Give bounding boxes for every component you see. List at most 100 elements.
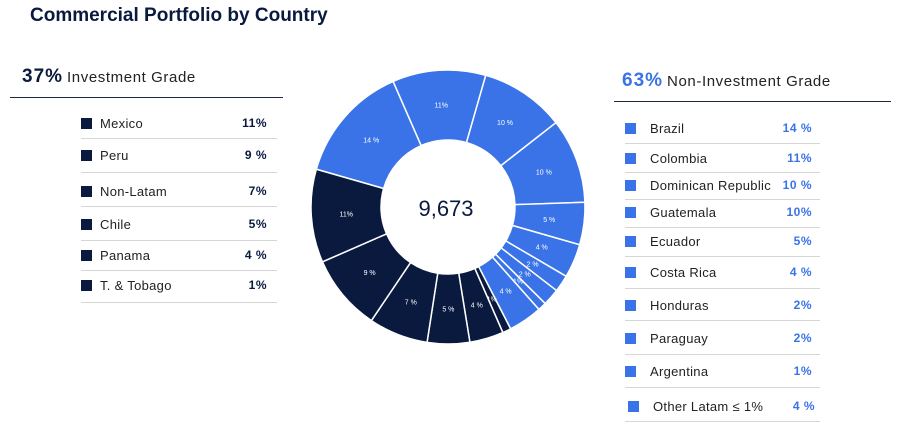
legend-item: Mexico 11%: [81, 115, 271, 133]
legend-item-name: Mexico: [100, 116, 143, 131]
legend-item-name: Honduras: [650, 298, 709, 313]
donut-slice-label: 11%: [339, 211, 353, 218]
legend-divider: [625, 143, 820, 144]
legend-item: Honduras 2%: [625, 297, 815, 315]
legend-divider: [81, 206, 277, 207]
legend-item: Other Latam ≤ 1% 4 %: [628, 398, 818, 416]
legend-item-value: 7%: [248, 184, 267, 198]
donut-slice-label: 2 %: [527, 262, 539, 269]
donut-slices: 14 %11%10 %10 %5 %4 %2 %2 %1%4 %1%4 %5 %…: [310, 69, 586, 345]
legend-item-name: T. & Tobago: [100, 278, 172, 293]
legend-divider: [81, 240, 277, 241]
donut-center-total: 9,673: [418, 196, 473, 221]
legend-item-name: Chile: [100, 217, 132, 232]
legend-swatch: [625, 236, 636, 247]
donut-slice-label: 11%: [434, 103, 448, 110]
donut-slice-label: 9 %: [364, 270, 376, 277]
legend-swatch: [625, 267, 636, 278]
legend-divider: [81, 138, 277, 139]
investment-grade-pct: 37%: [22, 66, 64, 87]
legend-divider: [625, 288, 820, 289]
legend-swatch: [625, 333, 636, 344]
investment-grade-label: Investment Grade: [67, 69, 196, 86]
legend-item-value: 2%: [793, 331, 812, 345]
legend-swatch: [625, 366, 636, 377]
legend-swatch: [628, 401, 639, 412]
non-investment-grade-pct: 63%: [622, 70, 664, 91]
legend-item-value: 10%: [786, 205, 812, 219]
legend-item-value: 10 %: [782, 178, 812, 192]
legend-item-name: Dominican Republic: [650, 178, 772, 193]
donut-slice-label: 2 %: [519, 272, 531, 279]
legend-item-name: Peru: [100, 148, 129, 163]
legend-divider: [625, 256, 820, 257]
legend-swatch: [81, 150, 92, 161]
legend-divider: [625, 421, 820, 422]
donut-slice-label: 7 %: [405, 299, 417, 306]
legend-item: Brazil 14 %: [625, 120, 815, 138]
legend-item-value: 1%: [793, 364, 812, 378]
legend-item-value: 9 %: [244, 148, 267, 162]
legend-swatch: [625, 207, 636, 218]
legend-item: Guatemala 10%: [625, 204, 815, 222]
legend-divider: [625, 387, 820, 388]
legend-item: Chile 5%: [81, 216, 271, 234]
legend-item-value: 11%: [787, 151, 812, 165]
legend-divider: [81, 270, 277, 271]
legend-swatch: [81, 186, 92, 197]
legend-swatch: [625, 153, 636, 164]
legend-item-name: Ecuador: [650, 234, 701, 249]
investment-grade-divider: [10, 97, 283, 98]
legend-item-value: 5%: [793, 234, 812, 248]
legend-item-name: Costa Rica: [650, 265, 717, 280]
legend-item-value: 14 %: [782, 121, 812, 135]
legend-item-name: Paraguay: [650, 331, 709, 346]
donut-slice-label: 10 %: [536, 170, 552, 177]
non-investment-grade-header: 63% Non-Investment Grade: [622, 70, 831, 92]
legend-divider: [625, 227, 820, 228]
legend-item-value: 4 %: [244, 248, 267, 262]
legend-swatch: [81, 118, 92, 129]
donut-slice-label: 4 %: [536, 245, 548, 252]
legend-item: Costa Rica 4 %: [625, 264, 815, 282]
legend-item-name: Guatemala: [650, 205, 717, 220]
legend-item-value: 2%: [793, 298, 812, 312]
donut-slice-label: 1%: [487, 297, 497, 304]
legend-divider: [625, 320, 820, 321]
legend-item-value: 5%: [248, 217, 267, 231]
legend-divider: [625, 172, 820, 173]
donut-slice-label: 14 %: [363, 137, 379, 144]
legend-item-name: Colombia: [650, 151, 708, 166]
legend-item-value: 4 %: [789, 265, 812, 279]
donut-slice-label: 4 %: [471, 302, 483, 309]
legend-swatch: [625, 300, 636, 311]
legend-swatch: [625, 180, 636, 191]
legend-divider: [625, 354, 820, 355]
legend-item-value: 4 %: [792, 399, 815, 413]
legend-item: Dominican Republic 10 %: [625, 177, 815, 195]
legend-item: Colombia 11%: [625, 150, 815, 168]
legend-item-name: Brazil: [650, 121, 685, 136]
legend-item: Argentina 1%: [625, 363, 815, 381]
legend-item-value: 11%: [242, 116, 267, 130]
legend-item: T. & Tobago 1%: [81, 277, 271, 295]
legend-item-value: 1%: [248, 278, 267, 292]
legend-swatch: [81, 250, 92, 261]
donut-slice-label: 4 %: [500, 289, 512, 296]
legend-item-name: Other Latam ≤ 1%: [653, 399, 764, 414]
legend-divider: [625, 199, 820, 200]
donut-slice-label: 5 %: [543, 217, 555, 224]
non-investment-grade-divider: [614, 101, 891, 102]
investment-grade-header: 37% Investment Grade: [22, 66, 196, 88]
non-investment-grade-label: Non-Investment Grade: [667, 73, 831, 90]
donut-slice-label: 10 %: [497, 120, 513, 127]
donut-slice-label: 1%: [513, 279, 523, 286]
donut-slice-mexico: [310, 168, 388, 263]
legend-item-name: Panama: [100, 248, 151, 263]
page-title: Commercial Portfolio by Country: [30, 5, 328, 26]
legend-swatch: [625, 123, 636, 134]
donut-slice-label: 5 %: [442, 306, 454, 313]
legend-item: Ecuador 5%: [625, 233, 815, 251]
legend-divider: [81, 302, 277, 303]
